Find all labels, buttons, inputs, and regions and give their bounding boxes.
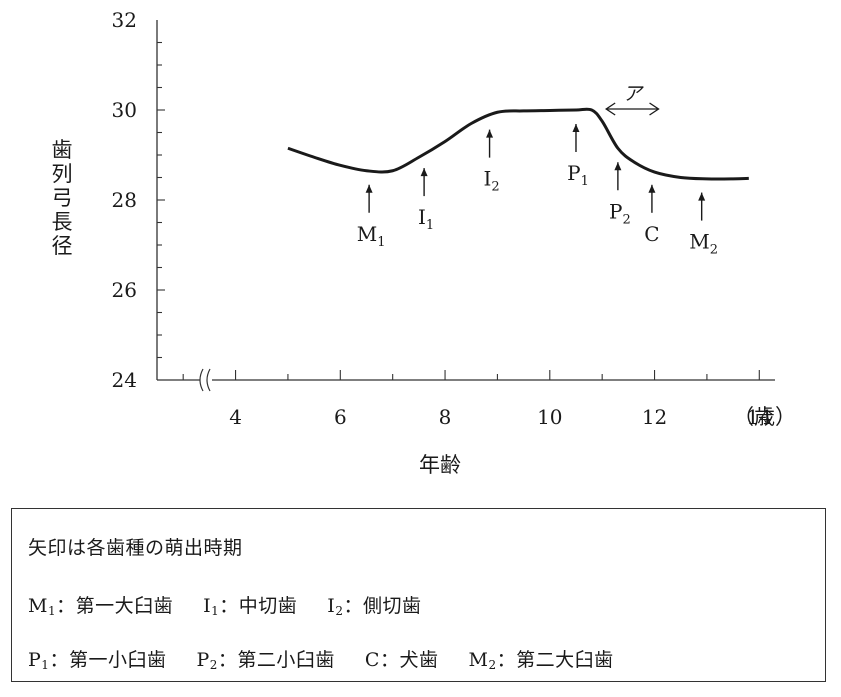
legend-item: I2：側切歯 [327,595,422,618]
range-label: ア [623,83,644,105]
arrow-head [486,129,494,138]
eruption-label: M1 [357,222,386,250]
eruption-label: C [644,222,659,246]
y-tick-label: 30 [112,98,137,122]
y-axis-label-char: 歯 [52,138,73,162]
legend-item: P1：第一小臼歯 [28,649,167,672]
range-arrow-head-right [649,102,660,116]
legend-item: P2：第二小臼歯 [196,649,335,672]
range-arrow-head-left [604,102,616,116]
x-tick-label: 10 [537,405,562,429]
legend-item: C：犬歯 [364,649,439,671]
arrow-head [420,168,428,177]
series-line [287,107,749,181]
x-tick-label: 6 [334,405,347,429]
arrow-head [365,184,373,193]
legend-title: 矢印は各歯種の萌出時期 [28,537,243,559]
axes [156,20,775,392]
legend-item: M1：第一大臼歯 [28,595,174,618]
y-tick-label: 32 [112,8,137,32]
range-annotation: ア [604,83,660,116]
x-axis-label: 年齢 [419,453,461,477]
arrow-head [572,124,580,132]
legend-box: 矢印は各歯種の萌出時期 M1：第一大臼歯 I1：中切歯 I2：側切歯 P1：第一小臼… [11,508,826,682]
legend-row-2: P1：第一小臼歯 P2：第二小臼歯 C：犬歯 M2：第二大臼歯 [28,645,614,672]
arrow-head [648,184,656,193]
x-axis-unit: （歳） [733,405,796,429]
y-axis-label-char: 弓 [52,186,73,210]
axis-break-mark [206,368,211,392]
y-tick-label: 24 [112,368,137,392]
y-axis-ticks: 24 26 28 30 32 [112,8,165,392]
eruption-label: P1 [567,161,589,189]
eruption-label: I1 [418,205,434,233]
axis-break-mark [199,368,204,392]
arrow-head [614,162,622,171]
legend-row-1: M1：第一大臼歯 I1：中切歯 I2：側切歯 [28,591,421,618]
y-axis-label-char: 列 [52,162,73,186]
x-tick-label: 14 [747,405,772,429]
chart: 24 26 28 30 32 4 6 8 10 12 14 M1 I1 I2 P1 P2 C M2 ア 歯列弓… [52,8,797,477]
x-tick-label: 4 [229,405,242,429]
x-tick-label: 8 [439,405,452,429]
legend-item: I1：中切歯 [203,595,298,618]
x-tick-label: 12 [642,405,667,429]
eruption-arrows: M1 I1 I2 P1 P2 C M2 [357,124,718,258]
x-axis-ticks: 4 6 8 10 12 14 [182,370,772,429]
eruption-label: M2 [689,230,718,258]
y-tick-label: 28 [112,188,137,212]
eruption-label: P2 [609,199,631,227]
y-axis-label-char: 径 [52,234,73,258]
eruption-label: I2 [483,167,499,195]
arrow-head [698,192,706,201]
y-axis-label-char: 長 [52,210,73,234]
legend-item: M2：第二大臼歯 [468,649,614,672]
y-tick-label: 26 [112,278,137,302]
